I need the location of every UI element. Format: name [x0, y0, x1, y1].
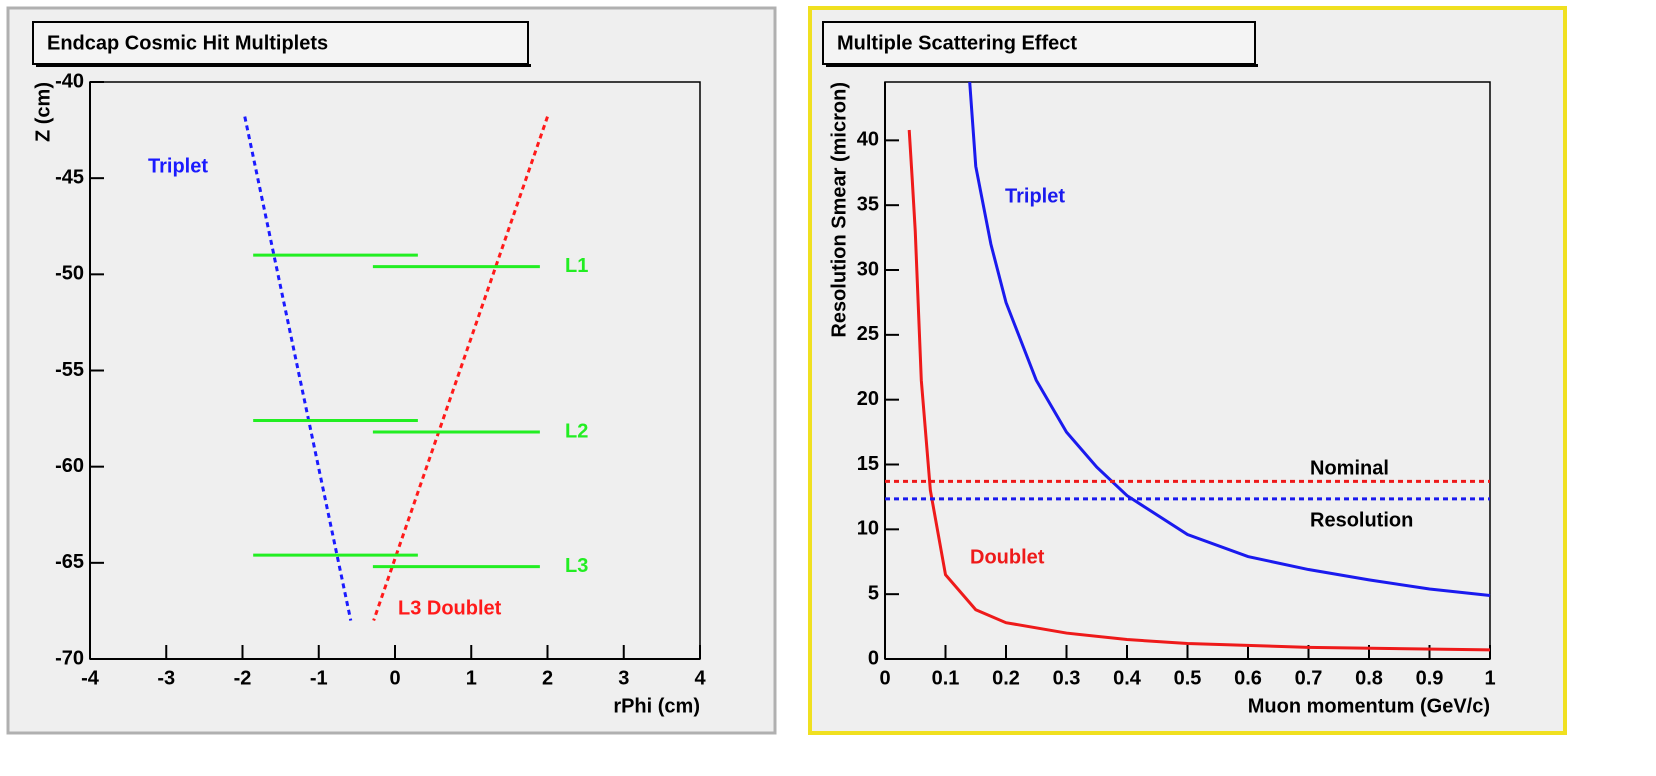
plot-frame	[884, 81, 1491, 660]
y-tick-label: 5	[868, 582, 879, 604]
y-tick-label: 15	[857, 453, 879, 475]
y-tick-label: 20	[857, 388, 879, 410]
y-tick-label: 10	[857, 518, 879, 540]
x-tick-label: 0.5	[1174, 667, 1202, 689]
y-tick-label: 0	[868, 647, 879, 669]
series-line	[243, 116, 353, 621]
x-tick-label: 0.1	[932, 667, 960, 689]
x-tick-label: 0.7	[1295, 667, 1323, 689]
x-tick-label: 0	[389, 667, 400, 689]
x-tick-label: -4	[81, 667, 100, 689]
y-tick-label: -55	[55, 359, 84, 381]
series-label: Triplet	[1005, 185, 1065, 207]
y-tick-label: -45	[55, 166, 84, 188]
title-shadow	[826, 64, 1258, 67]
x-tick-label: 1	[1484, 667, 1495, 689]
series-line	[372, 116, 549, 622]
series-label: Doublet	[970, 546, 1045, 568]
y-tick-label: -70	[55, 647, 84, 669]
y-axis-title: Resolution Smear (micron)	[828, 82, 850, 338]
x-tick-label: 0	[879, 667, 890, 689]
x-tick-label: 1	[466, 667, 477, 689]
x-tick-label: 3	[618, 667, 629, 689]
x-tick-label: 0.3	[1053, 667, 1081, 689]
x-tick-label: 0.9	[1416, 667, 1444, 689]
y-axis-title: Z (cm)	[32, 82, 54, 142]
x-tick-label: 0.8	[1355, 667, 1383, 689]
layer-label: L3	[565, 555, 588, 577]
y-tick-label: -65	[55, 551, 84, 573]
layer-label: L1	[565, 255, 588, 277]
x-tick-label: -2	[234, 667, 252, 689]
y-tick-label: 40	[857, 129, 879, 151]
x-tick-label: -1	[310, 667, 328, 689]
y-tick-label: -60	[55, 455, 84, 477]
annotation: Resolution	[1310, 509, 1413, 531]
title-shadow	[36, 64, 531, 67]
series-line	[907, 129, 1491, 652]
layer-label: L2	[565, 420, 588, 442]
x-tick-label: 2	[542, 667, 553, 689]
series-label: L3 Doublet	[398, 597, 502, 619]
chart-title: Endcap Cosmic Hit Multiplets	[47, 32, 328, 54]
y-tick-label: -50	[55, 263, 84, 285]
x-tick-label: 0.4	[1113, 667, 1142, 689]
series-label: Triplet	[148, 155, 208, 177]
y-tick-label: 35	[857, 193, 879, 215]
y-tick-label: 25	[857, 323, 879, 345]
y-tick-label: 30	[857, 258, 879, 280]
x-tick-label: 4	[694, 667, 706, 689]
x-tick-label: 0.6	[1234, 667, 1262, 689]
x-axis-title: rPhi (cm)	[613, 695, 700, 717]
x-tick-label: -3	[157, 667, 175, 689]
annotation: Nominal	[1310, 457, 1389, 479]
x-axis-title: Muon momentum (GeV/c)	[1248, 695, 1490, 717]
y-tick-label: -40	[55, 70, 84, 92]
chart-title: Multiple Scattering Effect	[837, 32, 1077, 54]
x-tick-label: 0.2	[992, 667, 1020, 689]
